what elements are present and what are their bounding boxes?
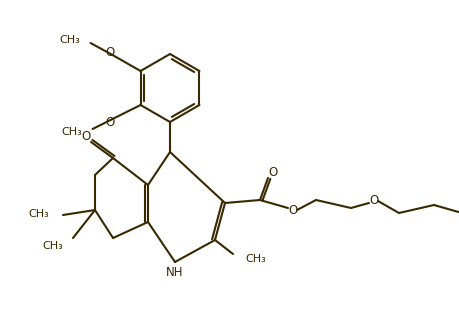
Text: CH₃: CH₃ [62, 127, 83, 137]
Text: O: O [105, 116, 114, 129]
Text: CH₃: CH₃ [60, 35, 81, 45]
Text: O: O [369, 194, 379, 207]
Text: CH₃: CH₃ [42, 241, 63, 251]
Text: NH: NH [166, 265, 184, 278]
Text: O: O [288, 203, 297, 216]
Text: CH₃: CH₃ [245, 254, 266, 264]
Text: CH₃: CH₃ [28, 209, 49, 219]
Text: O: O [81, 131, 90, 144]
Text: O: O [105, 46, 114, 59]
Text: O: O [269, 166, 278, 179]
